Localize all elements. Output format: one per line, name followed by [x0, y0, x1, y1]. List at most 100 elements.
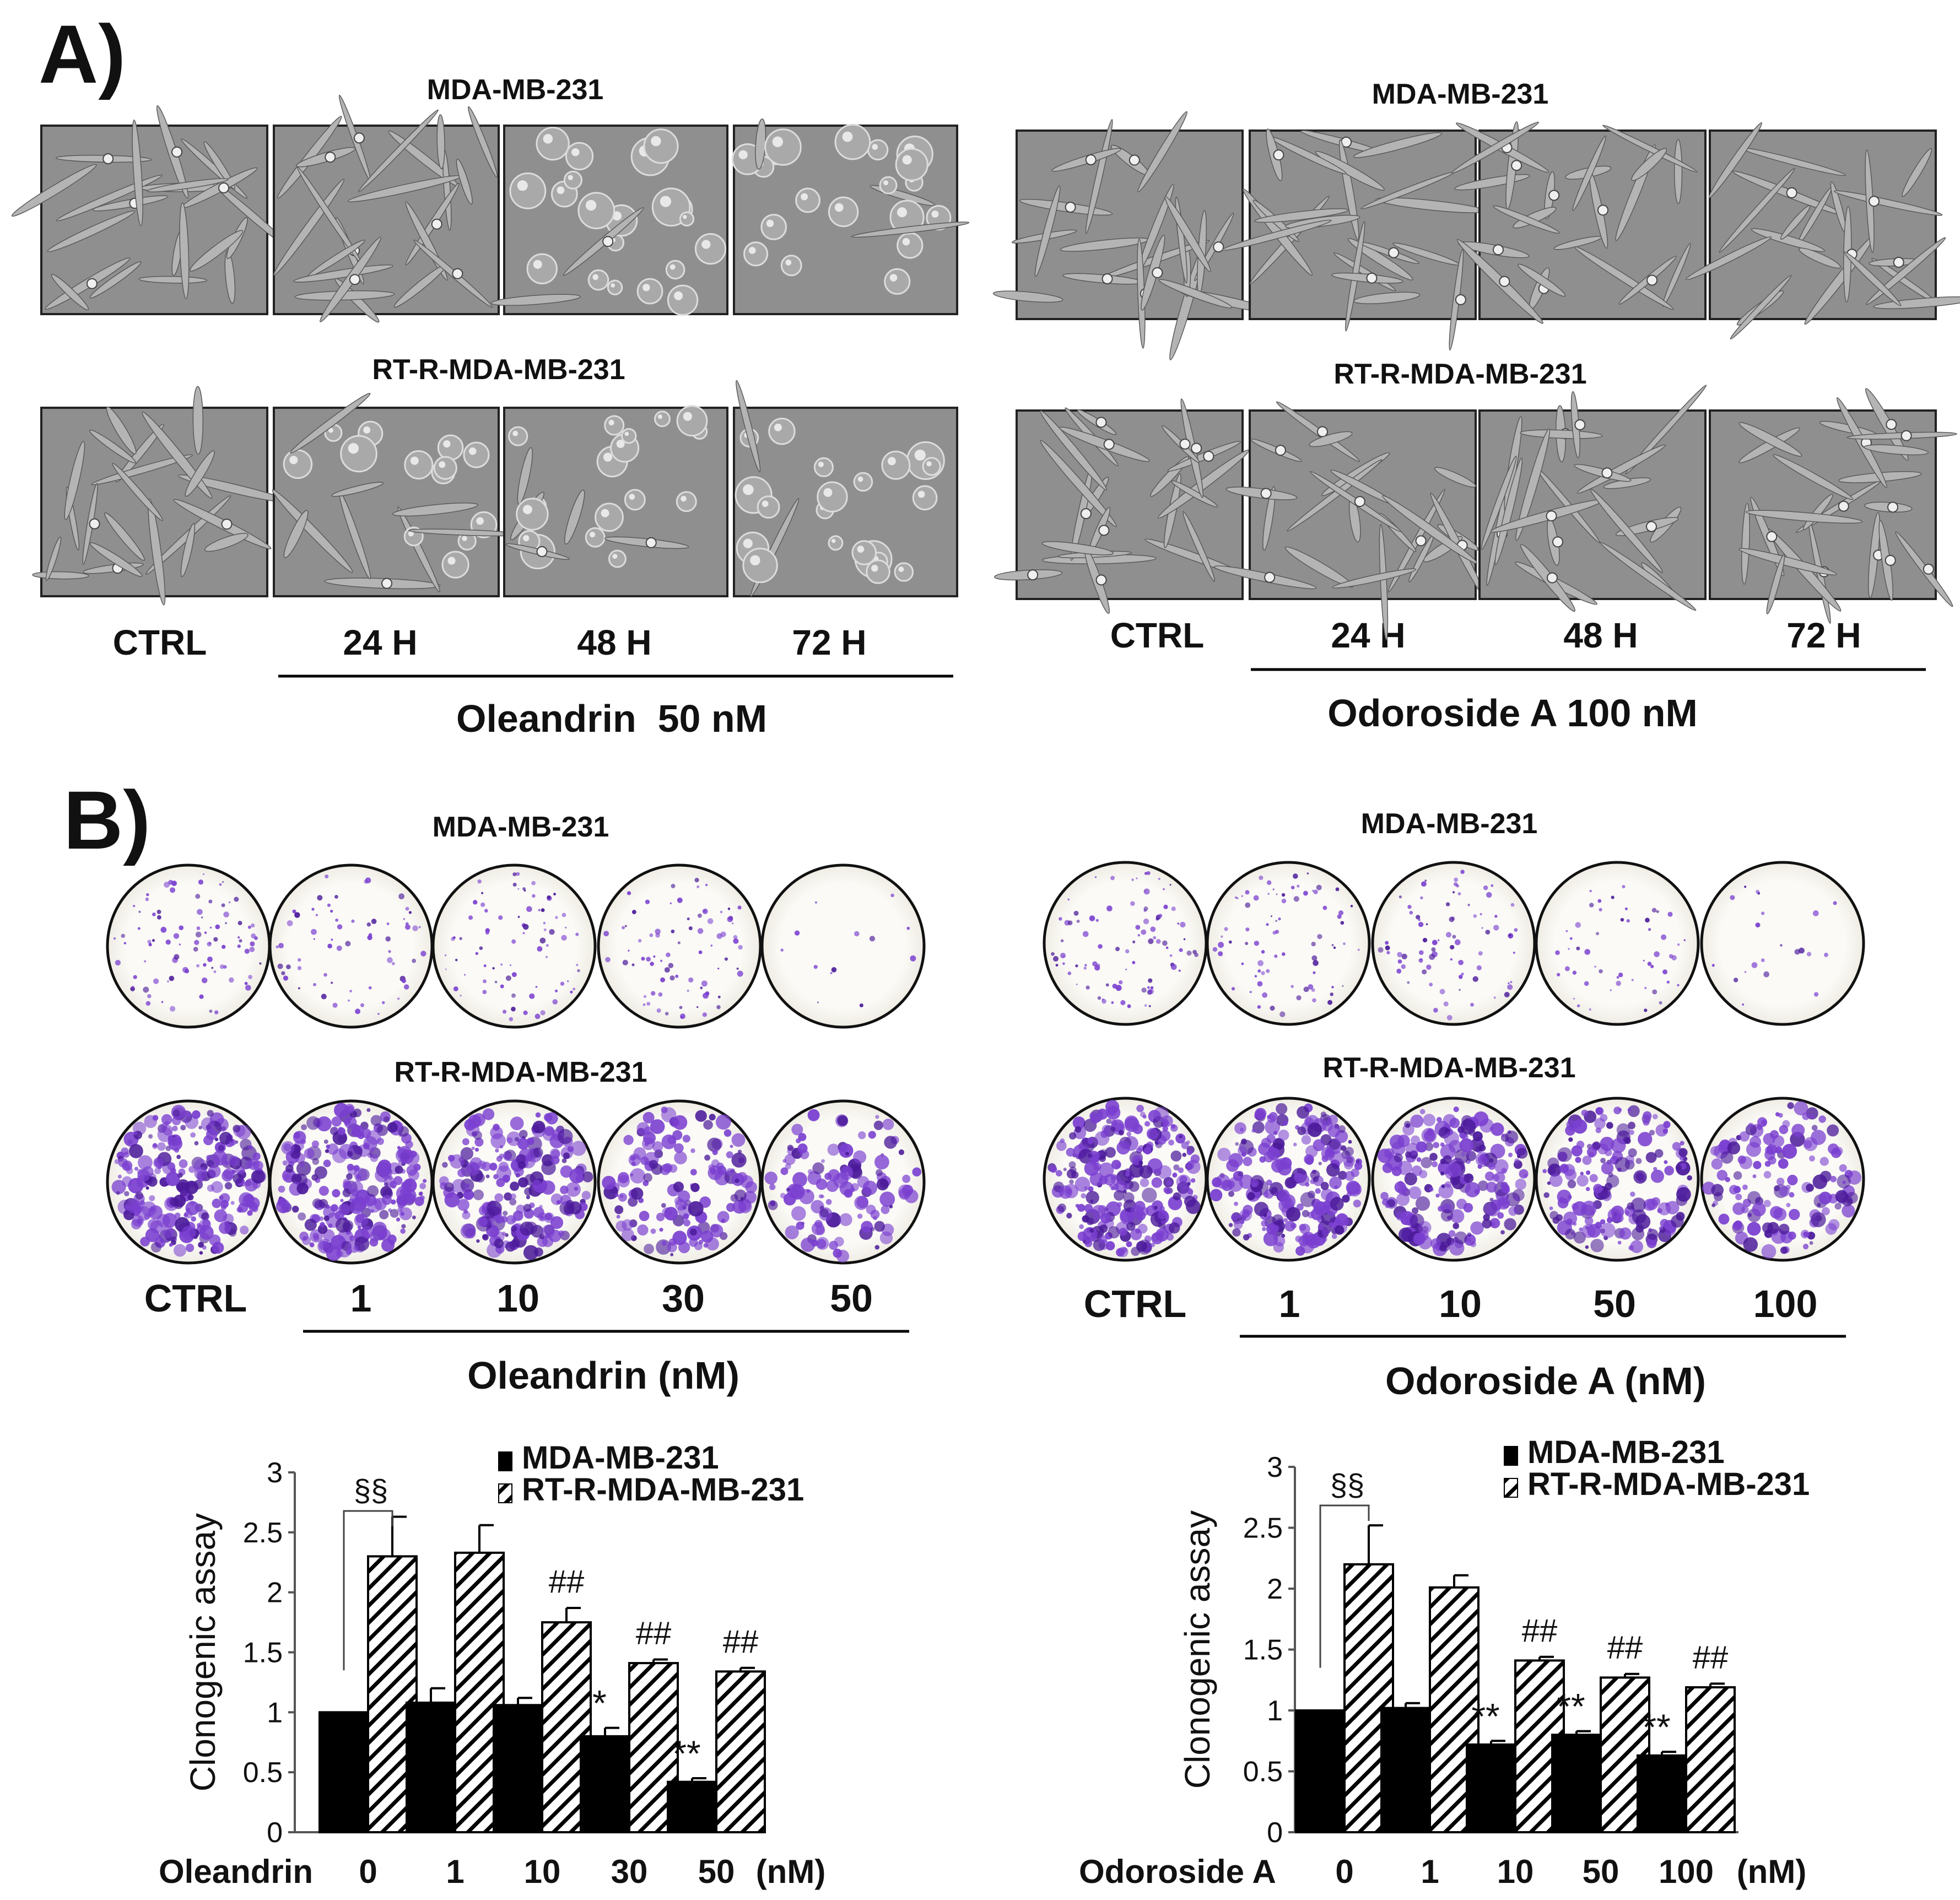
- y-tick-label: 2: [267, 1577, 283, 1609]
- bar-parental: [1637, 1754, 1687, 1834]
- micrograph-left-0-0: [11, 105, 290, 315]
- legend-swatch: [498, 1483, 512, 1503]
- micrograph-grid: [11, 94, 1960, 640]
- b-right-label-2: 10: [1439, 1282, 1482, 1325]
- b-left-label-2: 10: [496, 1277, 539, 1320]
- micrograph-right-0-2: [1451, 121, 1707, 324]
- b-left-label-4: 50: [830, 1277, 873, 1320]
- a-right-label-48h: 48 H: [1563, 616, 1638, 655]
- significance-mark: ##: [549, 1564, 585, 1600]
- micrograph-left-0-3: [731, 118, 970, 315]
- colony-plate-left-1-2: [431, 1099, 597, 1265]
- bar-resistant: [1685, 1686, 1736, 1833]
- legend-swatch: [1504, 1446, 1518, 1466]
- a-right-label-ctrl: CTRL: [1110, 616, 1205, 655]
- x-tick-label: 10: [524, 1853, 561, 1890]
- legend-swatch: [1504, 1478, 1518, 1498]
- bar-parental: [580, 1735, 630, 1834]
- bar-parental: [667, 1780, 717, 1834]
- micrograph-right-1-2: [1478, 385, 1707, 612]
- b-right-label-4: 100: [1753, 1282, 1818, 1325]
- x-axis-title: Odoroside A: [1079, 1853, 1276, 1890]
- bar-parental: [318, 1711, 369, 1833]
- bar-parental: [1380, 1707, 1431, 1834]
- a-left-treatment: Oleandrin 50 nM: [456, 697, 767, 740]
- x-tick-label: 10: [1497, 1853, 1534, 1890]
- significance-mark: **: [1642, 1707, 1670, 1747]
- x-axis-unit: (nM): [756, 1853, 826, 1890]
- clonogenic-chart-oleandrin: 0 0.5 1 1.5 2 2.5 3 Clonogenic assay Oleandrin 0 1…: [159, 1440, 825, 1890]
- y-tick-label: 0.5: [1243, 1756, 1283, 1788]
- colony-plate-right-0-3: [1535, 861, 1700, 1026]
- colony-plate-left-1-1: [268, 1099, 434, 1265]
- micrograph-left-1-0: [32, 386, 288, 606]
- micrograph-right-1-0: [994, 398, 1250, 614]
- colony-plate-left-0-1: [268, 863, 434, 1029]
- b-right-label-1: 1: [1279, 1282, 1300, 1325]
- y-tick-label: 2.5: [1243, 1513, 1283, 1545]
- y-tick-label: 3: [1267, 1451, 1283, 1483]
- a-left-row1-title: MDA-MB-231: [427, 74, 604, 106]
- comparison-bracket: [1319, 1504, 1370, 1668]
- legend-swatch: [498, 1451, 512, 1471]
- x-tick-label: 0: [359, 1853, 377, 1890]
- significance-mark: ##: [1607, 1630, 1643, 1666]
- a-left-label-ctrl: CTRL: [113, 623, 207, 662]
- b-left-row2-title: RT-R-MDA-MB-231: [394, 1056, 647, 1088]
- a-right-label-72h: 72 H: [1786, 616, 1861, 655]
- b-left-label-0: CTRL: [144, 1277, 247, 1320]
- colony-plate-right-0-0: [1043, 861, 1208, 1026]
- significance-mark: *: [592, 1683, 607, 1724]
- colony-plate-left-0-2: [431, 863, 597, 1029]
- bar-resistant: [715, 1670, 766, 1833]
- y-tick-label: 1.5: [243, 1637, 283, 1669]
- a-right-label-24h: 24 H: [1331, 616, 1405, 655]
- significance-mark: ##: [723, 1624, 759, 1660]
- legend-label: RT-R-MDA-MB-231: [1527, 1466, 1810, 1502]
- x-tick-label: 100: [1659, 1853, 1714, 1890]
- colony-plate-left-1-3: [597, 1099, 762, 1265]
- significance-mark: ##: [636, 1616, 672, 1651]
- clonogenic-chart-odoroside: 0 0.5 1 1.5 2 2.5 3 Clonogenic assay Odoroside A…: [1079, 1434, 1810, 1890]
- colony-plate-right-1-3: [1535, 1097, 1700, 1262]
- x-tick-label: 1: [1421, 1853, 1439, 1890]
- x-tick-label: 30: [611, 1853, 648, 1890]
- y-tick-label: 1: [1267, 1695, 1283, 1727]
- y-tick-label: 0: [267, 1817, 283, 1849]
- a-right-row1-title: MDA-MB-231: [1372, 78, 1549, 110]
- a-left-label-48h: 48 H: [577, 623, 651, 662]
- micrograph-right-1-1: [1213, 401, 1486, 640]
- colony-plate-left-0-0: [106, 863, 271, 1029]
- bar-parental: [493, 1704, 543, 1834]
- y-tick-label: 3: [267, 1457, 283, 1489]
- x-tick-label: 50: [1583, 1853, 1619, 1890]
- colony-plate-right-1-1: [1206, 1097, 1371, 1262]
- x-axis-title: Oleandrin: [159, 1853, 313, 1890]
- colony-plate-right-1-2: [1371, 1097, 1536, 1262]
- a-right-treatment: Odoroside A 100 nM: [1327, 692, 1698, 735]
- bar-parental: [1466, 1743, 1516, 1833]
- y-tick-label: 1: [267, 1697, 283, 1729]
- micrograph-right-1-3: [1709, 388, 1957, 624]
- colony-plate-right-0-4: [1700, 861, 1865, 1026]
- micrograph-left-1-2: [503, 405, 728, 597]
- y-tick-label: 2: [1267, 1573, 1283, 1605]
- significance-mark: ##: [1693, 1639, 1729, 1675]
- b-left-row1-title: MDA-MB-231: [433, 811, 609, 843]
- legend-label: MDA-MB-231: [1527, 1434, 1725, 1470]
- x-tick-label: 0: [1335, 1853, 1353, 1890]
- colony-plate-left-1-0: [106, 1099, 271, 1265]
- a-right-row2-title: RT-R-MDA-MB-231: [1333, 358, 1586, 390]
- colony-plate-left-1-4: [760, 1099, 926, 1265]
- colony-plate-left-0-4: [760, 863, 926, 1029]
- colony-plate-right-0-2: [1371, 861, 1536, 1026]
- a-left-row2-title: RT-R-MDA-MB-231: [372, 354, 625, 386]
- y-tick-label: 1.5: [1243, 1634, 1283, 1666]
- b-right-row1-title: MDA-MB-231: [1361, 808, 1538, 840]
- comparison-bracket: [343, 1510, 393, 1671]
- a-left-label-72h: 72 H: [792, 623, 866, 662]
- micrograph-left-0-1: [273, 94, 500, 323]
- b-right-label-3: 50: [1593, 1282, 1636, 1325]
